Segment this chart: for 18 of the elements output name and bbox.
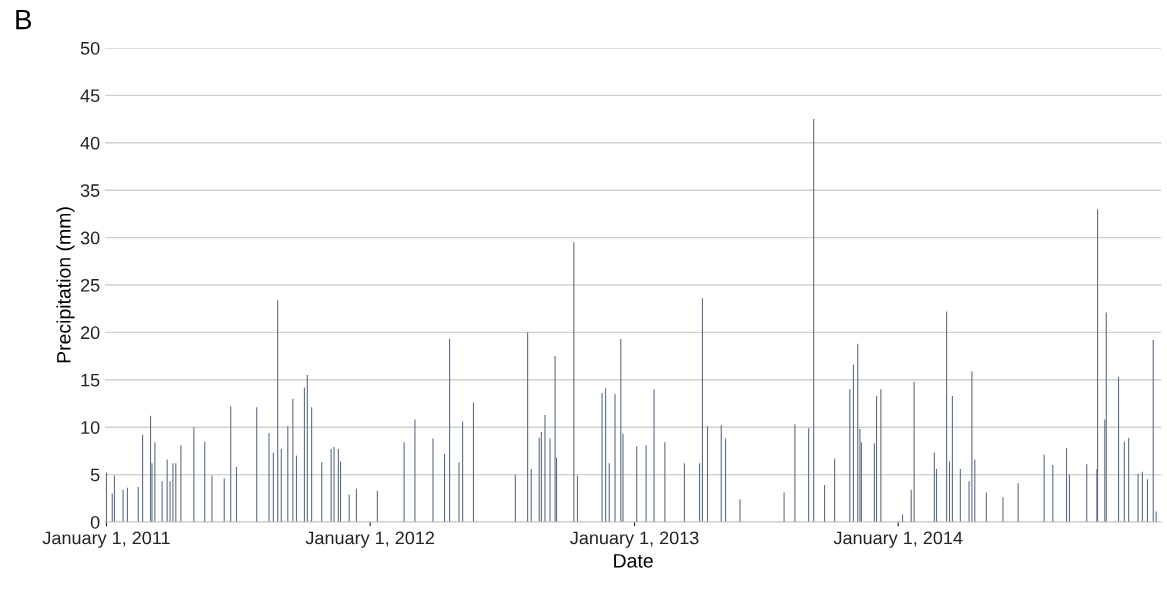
y-tick-label: 40 <box>80 136 100 150</box>
y-tick-label: 15 <box>81 373 100 387</box>
chart-title: B <box>16 10 32 30</box>
y-tick-label: 20 <box>81 326 100 340</box>
x-tick-label: January 1, 2012 <box>305 531 434 548</box>
y-tick-label: 45 <box>80 89 100 103</box>
x-tick-label: January 1, 2014 <box>833 531 963 548</box>
y-tick-label: 35 <box>80 184 100 197</box>
y-tick-label: 25 <box>81 278 100 292</box>
x-axis-title: Date <box>614 554 653 568</box>
y-tick-label: 30 <box>80 231 100 245</box>
y-tick-label: 5 <box>90 468 100 482</box>
x-tick-label: January 1, 2013 <box>570 531 699 548</box>
y-tick-label: 50 <box>80 41 100 55</box>
y-axis-title: Precipitation (mm) <box>56 207 75 363</box>
y-tick-label: 0 <box>90 515 100 529</box>
x-tick-label: January 1, 2011 <box>42 531 170 548</box>
y-tick-label: 10 <box>81 421 100 434</box>
